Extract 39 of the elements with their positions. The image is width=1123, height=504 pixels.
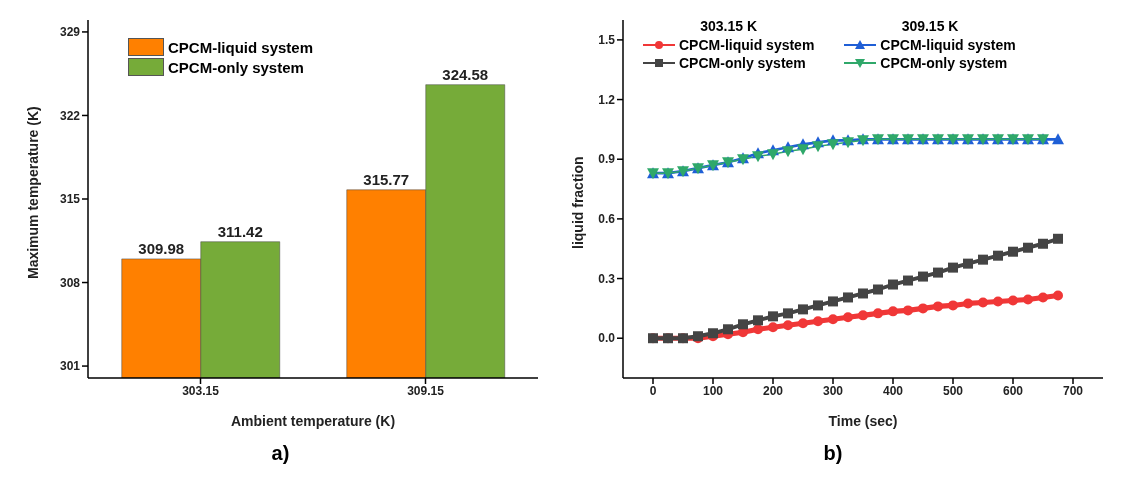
data-label: 315.77 [363,170,410,188]
data-label: 311.42 [217,222,263,240]
x-tick-label: 300 [822,383,844,398]
y-tick-label: 329 [59,25,81,40]
x-tick-label: 0 [649,383,657,398]
y-tick-label: 0.0 [598,331,616,346]
y-tick-label: 1.5 [598,33,616,48]
text: a) [270,442,291,465]
legend-label: CPCM-liquid system [678,36,815,54]
data-label: 309.98 [138,239,185,257]
y-tick-label: 1.2 [598,92,616,107]
y-tick-label: 322 [59,108,81,123]
text: b) [822,442,844,465]
y-tick-label: 0.9 [598,152,616,167]
y-tick-label: 308 [59,275,81,290]
legend-label: CPCM-only system [879,54,1009,72]
y-tick-label: 0.3 [598,271,616,286]
data-label: 324.58 [442,65,489,83]
x-axis-title: Time (sec) [828,413,898,429]
y-tick-label: 301 [59,359,81,374]
x-axis-title: Ambient temperature (K) [230,413,396,429]
legend-label: CPCM-liquid system [167,38,314,56]
legend-label: CPCM-liquid system [879,36,1016,54]
y-axis-title: liquid fraction [569,156,586,249]
x-tick-label: 500 [942,383,964,398]
legend-label: CPCM-only system [167,58,305,76]
y-tick-label: 0.6 [598,212,616,227]
y-tick-label: 315 [59,192,81,207]
legend-label: CPCM-only system [678,54,807,72]
x-tick-label: 400 [882,383,904,398]
x-tick-label: 303.15 [182,383,220,398]
x-tick-label: 309.15 [407,383,445,398]
y-axis-title: Maximum temperature (K) [24,106,41,279]
annotation: 303.15 K [699,18,759,34]
x-tick-label: 200 [762,383,784,398]
x-tick-label: 100 [702,383,724,398]
x-tick-label: 600 [1002,383,1024,398]
annotation: 309.15 K [900,18,960,34]
x-tick-label: 700 [1062,383,1084,398]
